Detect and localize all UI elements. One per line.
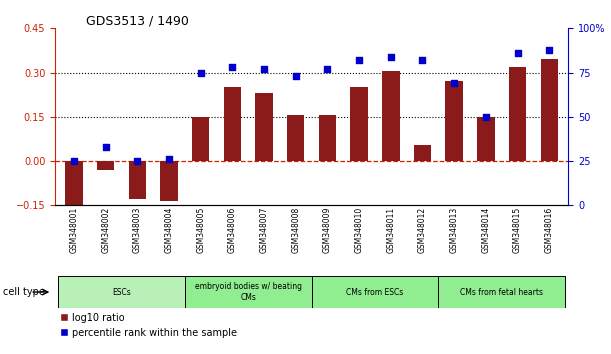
Point — [259, 66, 269, 72]
Bar — [185, 276, 312, 308]
Bar — [351, 87, 368, 161]
Point — [69, 158, 79, 164]
Bar — [438, 276, 565, 308]
Text: cell type: cell type — [3, 287, 45, 297]
Text: GDS3513 / 1490: GDS3513 / 1490 — [86, 14, 188, 27]
Bar — [160, 161, 178, 201]
Bar — [224, 87, 241, 161]
Bar — [477, 117, 494, 161]
Bar — [382, 71, 400, 161]
Bar — [509, 67, 526, 161]
Point — [164, 156, 174, 162]
Point — [449, 80, 459, 86]
Text: CMs from ESCs: CMs from ESCs — [346, 287, 404, 297]
Bar — [541, 59, 558, 161]
Point — [354, 57, 364, 63]
Point — [196, 70, 206, 75]
Point — [386, 54, 396, 59]
Bar — [255, 93, 273, 161]
Point — [227, 64, 237, 70]
Bar — [312, 276, 438, 308]
Bar — [414, 145, 431, 161]
Text: embryoid bodies w/ beating
CMs: embryoid bodies w/ beating CMs — [195, 282, 302, 302]
Bar — [97, 161, 114, 170]
Point — [323, 66, 332, 72]
Text: CMs from fetal hearts: CMs from fetal hearts — [460, 287, 543, 297]
Point — [101, 144, 111, 150]
Point — [417, 57, 427, 63]
Point — [513, 50, 522, 56]
Bar — [65, 161, 82, 207]
Legend: log10 ratio, percentile rank within the sample: log10 ratio, percentile rank within the … — [60, 313, 238, 338]
Point — [544, 47, 554, 52]
Bar — [287, 115, 304, 161]
Text: ESCs: ESCs — [112, 287, 131, 297]
Bar — [58, 276, 185, 308]
Bar — [129, 161, 146, 199]
Point — [481, 114, 491, 120]
Point — [291, 73, 301, 79]
Bar — [319, 115, 336, 161]
Point — [133, 158, 142, 164]
Bar — [445, 81, 463, 161]
Bar — [192, 117, 210, 161]
